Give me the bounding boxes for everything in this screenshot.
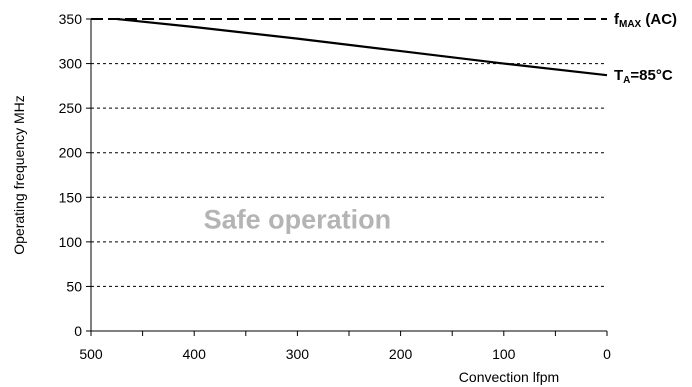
x-tick-label: 500 bbox=[79, 346, 103, 362]
y-tick-label: 300 bbox=[59, 56, 83, 72]
x-tick-label: 0 bbox=[603, 346, 611, 362]
x-tick-label: 200 bbox=[389, 346, 413, 362]
y-tick-label: 50 bbox=[66, 278, 82, 294]
x-tick-label: 100 bbox=[492, 346, 516, 362]
x-axis-title: Convection lfpm bbox=[459, 369, 559, 385]
y-tick-label: 250 bbox=[59, 100, 83, 116]
x-tick-label: 400 bbox=[183, 346, 207, 362]
series-layer bbox=[91, 17, 608, 77]
y-tick-label: 100 bbox=[59, 234, 83, 250]
tick-labels: 0 50 100 150 200 250 300 350 500 400 300 200 100 0 bbox=[59, 11, 611, 362]
y-tick-label: 150 bbox=[59, 189, 83, 205]
y-tick-label: 350 bbox=[59, 11, 83, 27]
y-tick-label: 0 bbox=[74, 323, 82, 339]
series-label-ta85: TA=85°C bbox=[614, 67, 673, 86]
gridlines bbox=[91, 63, 607, 287]
series-labels: TA=85°C fMAX (AC) bbox=[614, 11, 677, 86]
y-axis-title: Operating frequency MHz bbox=[11, 95, 27, 255]
y-tick-label: 200 bbox=[59, 145, 83, 161]
series-label-fmax: fMAX (AC) bbox=[614, 11, 677, 30]
safe-operation-annotation: Safe operation bbox=[204, 204, 392, 234]
x-tick-label: 300 bbox=[286, 346, 310, 362]
series-line-ta85 bbox=[116, 17, 608, 77]
axes bbox=[86, 18, 608, 336]
